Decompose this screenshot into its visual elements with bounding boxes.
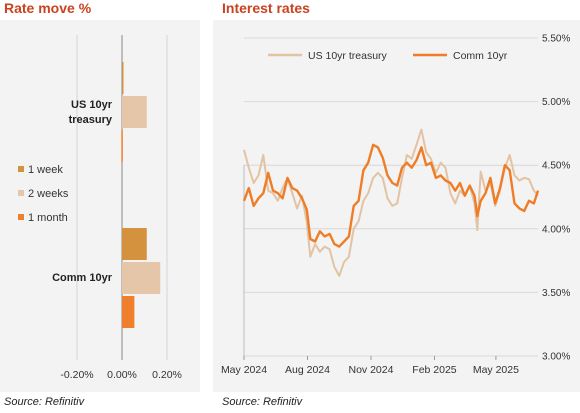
interest-rates-source: Source: Refinitiv <box>222 396 303 408</box>
category-label: US 10yr treasury <box>69 99 113 126</box>
bar <box>122 296 135 328</box>
legend-label: 1 week <box>28 164 63 176</box>
series-line <box>242 143 540 248</box>
bar <box>122 262 161 294</box>
interest-rates-title: Interest rates <box>222 0 310 16</box>
legend-label: 1 month <box>28 212 68 224</box>
rate-move-source: Source: Refinitiv <box>4 396 85 408</box>
legend-swatch <box>18 214 24 220</box>
legend-label: Comm 10yr <box>453 50 508 62</box>
x-tick-label: -0.20% <box>60 369 93 381</box>
bar <box>122 62 124 94</box>
y-tick-label: 5.50% <box>542 34 570 45</box>
y-tick-label: 3.50% <box>542 288 570 299</box>
interest-rates-panel <box>213 20 580 392</box>
x-tick-label: Aug 2024 <box>285 364 330 376</box>
x-tick-label: 0.20% <box>152 369 182 381</box>
y-tick-label: 4.00% <box>542 224 570 235</box>
x-tick-label: May 2025 <box>473 364 519 376</box>
x-tick-label: May 2024 <box>221 364 267 376</box>
bar <box>121 130 123 162</box>
legend-label: US 10yr treasury <box>308 50 388 62</box>
y-tick-label: 5.00% <box>542 97 570 108</box>
legend-swatch <box>18 190 24 196</box>
category-label: Comm 10yr <box>52 272 113 284</box>
rate-move-title: Rate move % <box>4 0 92 16</box>
bar <box>122 96 147 128</box>
bar <box>122 228 147 260</box>
x-tick-label: Nov 2024 <box>349 364 394 376</box>
y-tick-label: 4.50% <box>542 161 570 172</box>
x-tick-label: Feb 2025 <box>412 364 457 376</box>
y-tick-label: 3.00% <box>542 352 570 363</box>
legend-swatch <box>18 166 24 172</box>
x-tick-label: 0.00% <box>107 369 137 381</box>
legend-label: 2 weeks <box>28 188 69 200</box>
